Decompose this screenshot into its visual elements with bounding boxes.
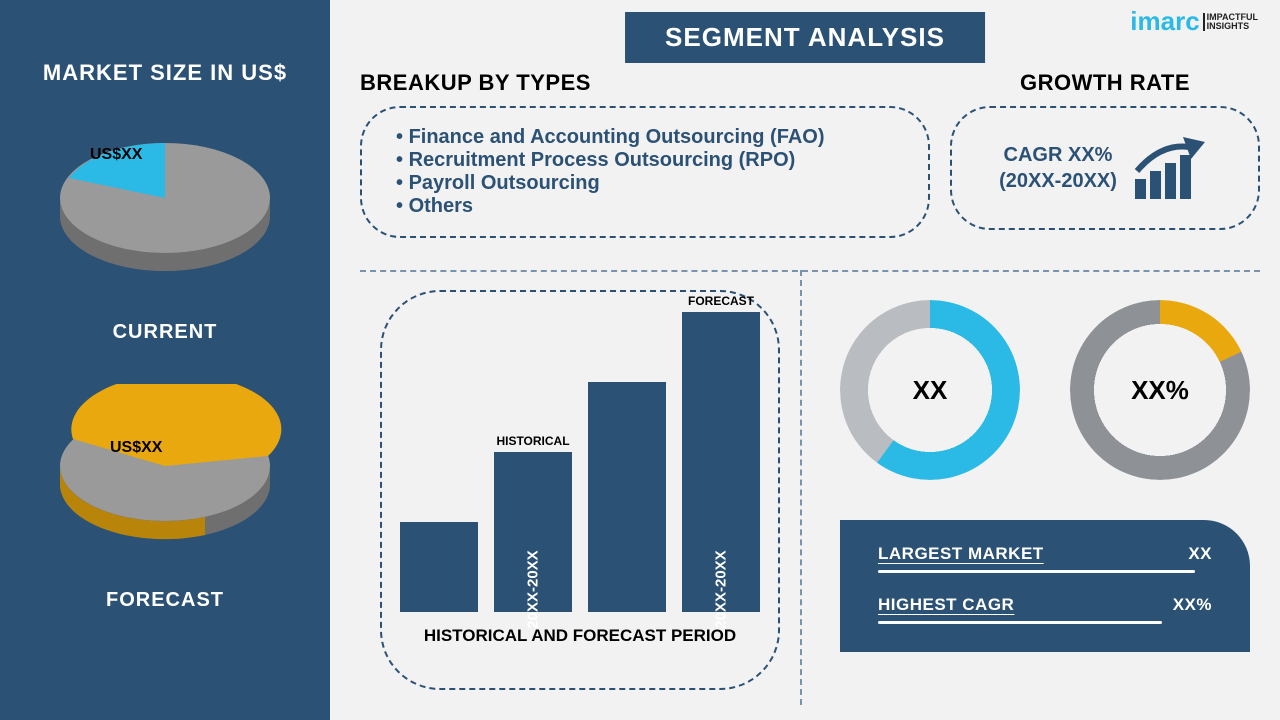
metric-label: HIGHEST CAGR (878, 595, 1014, 615)
banner-title: SEGMENT ANALYSIS (625, 12, 985, 63)
pie-forecast-label: FORECAST (106, 589, 224, 612)
breakup-item: Others (396, 195, 894, 218)
bar-4: FORECAST 20XX-20XX (682, 312, 760, 612)
donut-2-value: XX% (1131, 375, 1189, 406)
growth-arrow-icon (1131, 133, 1211, 203)
pie-forecast-value: US$XX (110, 439, 162, 457)
right-area: SEGMENT ANALYSIS imarc IMPACTFULINSIGHTS… (330, 0, 1280, 720)
donuts-row: XX XX% (840, 300, 1250, 480)
donut-1-value: XX (913, 375, 948, 406)
pie-current-label: CURRENT (113, 321, 218, 344)
bottom-right: XX XX% LARGEST MARKET XX HIGHEST CAGR XX… (840, 300, 1250, 652)
pie-current: US$XX (35, 116, 295, 296)
bar-2: HISTORICAL 20XX-20XX (494, 452, 572, 612)
breakup-item: Payroll Outsourcing (396, 172, 894, 195)
breakup-section: BREAKUP BY TYPES Finance and Accounting … (360, 70, 930, 238)
metrics-box: LARGEST MARKET XX HIGHEST CAGR XX% (840, 520, 1250, 652)
breakup-item: Finance and Accounting Outsourcing (FAO) (396, 126, 894, 149)
logo: imarc IMPACTFULINSIGHTS (1130, 6, 1258, 37)
breakup-title: BREAKUP BY TYPES (360, 70, 930, 96)
bar-3 (588, 382, 666, 612)
logo-tagline: IMPACTFULINSIGHTS (1203, 13, 1258, 31)
horizontal-divider (360, 270, 1260, 272)
bars: HISTORICAL 20XX-20XX FORECAST 20XX-20XX (400, 312, 760, 612)
metric-line (878, 570, 1195, 573)
bar-chart: HISTORICAL 20XX-20XX FORECAST 20XX-20XX … (380, 290, 780, 690)
vertical-divider (800, 270, 802, 705)
metric-value: XX (1188, 544, 1212, 564)
growth-title: GROWTH RATE (950, 70, 1260, 96)
metric-line (878, 621, 1162, 624)
metric-label: LARGEST MARKET (878, 544, 1044, 564)
growth-text: CAGR XX%(20XX-20XX) (999, 142, 1117, 194)
left-panel: MARKET SIZE IN US$ US$XX CURRENT US$XX F… (0, 0, 330, 720)
breakup-box: Finance and Accounting Outsourcing (FAO)… (360, 106, 930, 238)
logo-brand: imarc (1130, 6, 1199, 37)
pie-forecast: US$XX (35, 384, 295, 564)
bar-caption: HISTORICAL AND FORECAST PERIOD (424, 626, 736, 646)
breakup-item: Recruitment Process Outsourcing (RPO) (396, 149, 894, 172)
growth-box: CAGR XX%(20XX-20XX) (950, 106, 1260, 230)
metric-largest-market: LARGEST MARKET XX (878, 544, 1212, 573)
metric-highest-cagr: HIGHEST CAGR XX% (878, 595, 1212, 624)
donut-2: XX% (1070, 300, 1250, 480)
pie-current-value: US$XX (90, 146, 142, 164)
metric-value: XX% (1173, 595, 1212, 615)
market-size-title: MARKET SIZE IN US$ (43, 60, 287, 86)
growth-section: GROWTH RATE CAGR XX%(20XX-20XX) (950, 70, 1260, 238)
bar-1 (400, 522, 478, 612)
top-row: BREAKUP BY TYPES Finance and Accounting … (360, 70, 1260, 238)
donut-1: XX (840, 300, 1020, 480)
